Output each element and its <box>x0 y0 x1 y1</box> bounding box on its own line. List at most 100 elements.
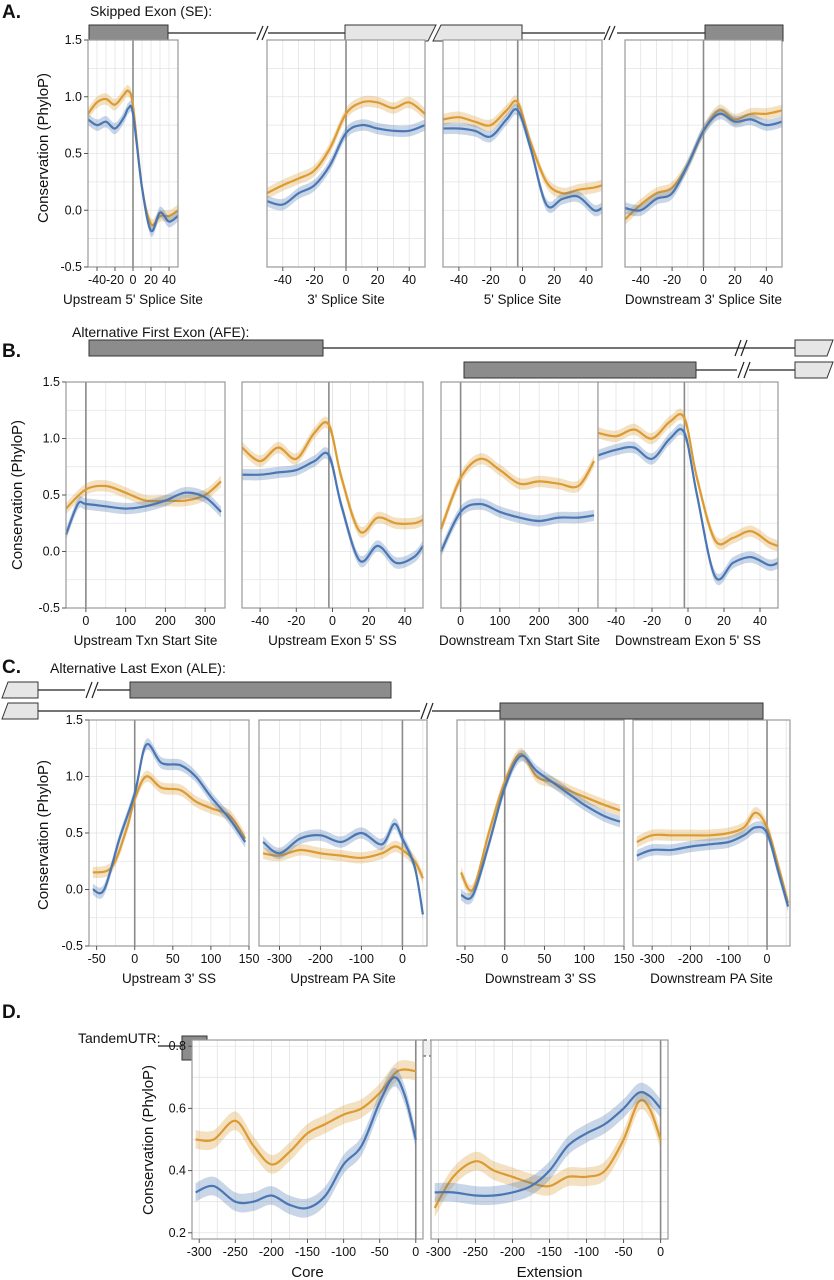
x-tick-label: -300 <box>426 1245 451 1259</box>
orange-series-ribbon <box>267 95 425 199</box>
x-axis-title: Upstream Exon 5' SS <box>268 633 397 648</box>
blue-series-line <box>92 742 247 895</box>
x-tick-label: 0 <box>685 614 692 628</box>
x-axis-title: Downstream 3' SS <box>485 971 596 986</box>
blue-series-ribbon <box>92 738 246 899</box>
y-tick-label: 0.5 <box>43 488 60 502</box>
blue-series-line <box>87 104 179 233</box>
section-title-d: TandemUTR: <box>78 1030 160 1046</box>
x-tick-label: -200 <box>678 952 703 966</box>
y-tick-label: 1.5 <box>43 375 60 389</box>
ylabel-b: Conservation (PhyloP) <box>9 420 26 570</box>
x-tick-label: 150 <box>239 952 260 966</box>
x-axis-title: Upstream PA Site <box>290 971 396 986</box>
orange-series-line <box>241 421 424 534</box>
y-tick-label: 1.0 <box>65 90 82 104</box>
x-tick-label: -300 <box>187 1245 212 1259</box>
x-axis-title: 5' Splice Site <box>484 292 562 307</box>
blue-series-line <box>442 108 603 212</box>
x-tick-label: -150 <box>537 1245 562 1259</box>
x-tick-label: -50 <box>88 952 106 966</box>
blue-series-ribbon <box>242 447 423 569</box>
y-tick-label: 0.5 <box>65 147 82 161</box>
blue-series-ribbon <box>195 1067 416 1218</box>
y-tick-label: 0.4 <box>169 1164 186 1178</box>
orange-series-line <box>442 99 603 195</box>
x-tick-label: 200 <box>529 614 550 628</box>
x-tick-label: 0 <box>131 952 138 966</box>
x-tick-label: -200 <box>259 1245 284 1259</box>
x-tick-label: -100 <box>331 1245 356 1259</box>
blue-series-line <box>266 123 426 206</box>
orange-series-line <box>460 752 621 892</box>
orange-series-ribbon <box>92 770 246 879</box>
y-tick-label: 0.0 <box>43 545 60 559</box>
y-tick-label: 1.0 <box>66 770 83 784</box>
x-tick-label: 0 <box>519 273 526 287</box>
plot-border <box>632 719 791 947</box>
x-tick-label: 100 <box>115 614 136 628</box>
plot-border <box>456 719 625 947</box>
se-structure <box>88 24 784 42</box>
x-axis-title: Downstream 3' Splice Site <box>625 292 782 307</box>
section-letter-b: B. <box>2 341 21 362</box>
x-tick-label: -50 <box>456 952 474 966</box>
blue-series-line <box>440 502 595 552</box>
afe-structure <box>88 339 834 379</box>
orange-series-line <box>195 1068 416 1166</box>
orange-series-ribbon <box>443 95 602 200</box>
x-tick-label: -300 <box>640 952 665 966</box>
x-tick-label: -250 <box>223 1245 248 1259</box>
ylabel-d: Conservation (PhyloP) <box>140 1065 157 1215</box>
blue-series-line <box>262 822 424 915</box>
orange-series-line <box>636 811 790 904</box>
blue-series-line <box>597 428 779 581</box>
x-tick-label: -40 <box>88 273 106 287</box>
blue-series-ribbon <box>441 498 595 558</box>
x-tick-label: 300 <box>195 614 216 628</box>
orange-series-line <box>92 775 247 874</box>
chart-panel-9: -50 0 50 100 150 -0.5 0.0 0.5 1.0 1.5 Upstream 3' … <box>61 713 259 986</box>
section-title-b: Alternative First Exon (AFE): <box>72 324 249 340</box>
blue-series-line <box>636 825 790 907</box>
x-tick-label: 0 <box>764 952 771 966</box>
x-tick-label: -150 <box>295 1245 320 1259</box>
blue-series-ribbon <box>88 100 178 237</box>
x-axis-title: Downstream Txn Start Site <box>439 633 600 648</box>
blue-series-ribbon <box>66 486 221 541</box>
blue-series-line <box>434 1091 662 1197</box>
y-tick-label: 0.6 <box>169 1101 186 1115</box>
x-tick-label: -20 <box>305 273 323 287</box>
x-tick-label: -200 <box>500 1245 525 1259</box>
x-tick-label: -40 <box>450 273 468 287</box>
x-tick-label: -40 <box>607 614 625 628</box>
x-tick-label: 40 <box>398 614 412 628</box>
blue-series-line <box>460 754 621 900</box>
x-axis-title: Core <box>291 1264 324 1280</box>
x-tick-label: -40 <box>632 273 650 287</box>
blue-series-line <box>64 491 222 535</box>
x-tick-label: -40 <box>274 273 292 287</box>
x-axis-title: Downstream PA Site <box>650 971 773 986</box>
x-tick-label: 50 <box>166 952 180 966</box>
x-tick-label: 20 <box>371 273 385 287</box>
x-tick-label: 20 <box>362 614 376 628</box>
x-tick-label: -250 <box>463 1245 488 1259</box>
chart-panel-13: -300 -250 -200 -150 -100 -50 0 0.2 0.4 0.6 0.8 Core <box>169 1039 424 1280</box>
blue-series-ribbon <box>443 103 602 217</box>
orange-series-line <box>262 845 424 879</box>
y-tick-label: -0.5 <box>60 260 82 274</box>
x-axis-title: Upstream 3' SS <box>122 971 216 986</box>
x-tick-label: 40 <box>753 614 767 628</box>
x-tick-label: -100 <box>574 1245 599 1259</box>
x-tick-label: -40 <box>251 614 269 628</box>
ylabel-c: Conservation (PhyloP) <box>35 760 52 910</box>
section-letter-a: A. <box>2 2 21 23</box>
chart-panel-2: -40 -20 0 20 40 3' Splice Site <box>266 39 426 307</box>
blue-series-line <box>624 112 783 212</box>
section-title-c: Alternative Last Exon (ALE): <box>50 660 226 676</box>
x-tick-label: 20 <box>144 273 158 287</box>
chart-panel-1: -40 -20 0 20 40 -0.5 0.0 0.5 1.0 1.5 Upstream 5' S… <box>60 33 202 307</box>
